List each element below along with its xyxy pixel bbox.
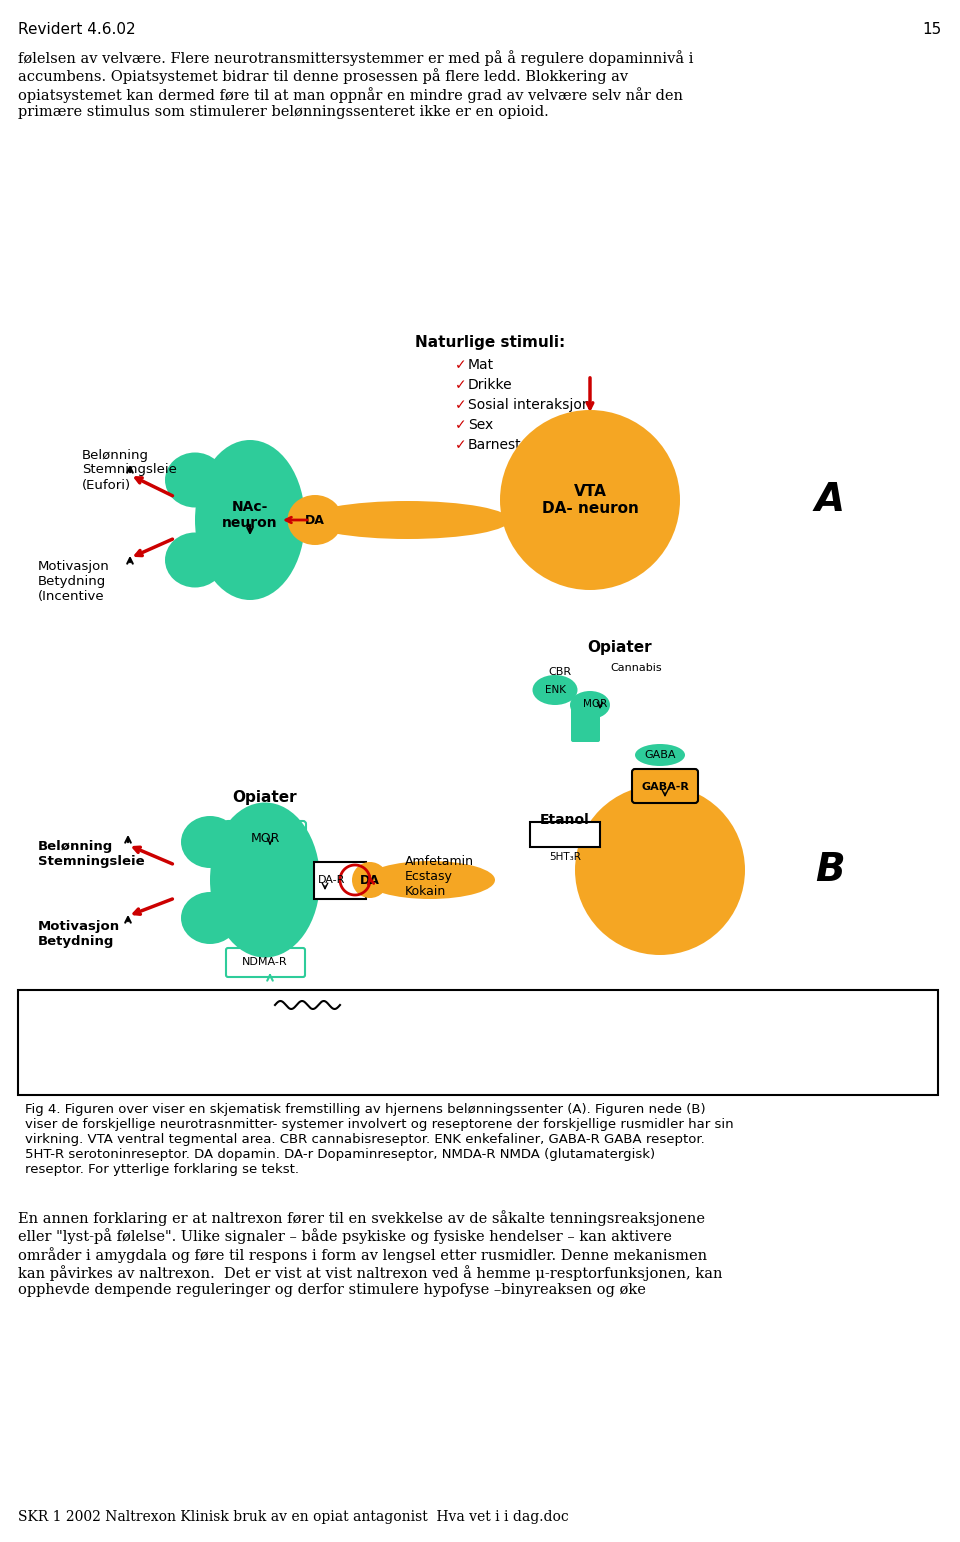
Text: Cannabis: Cannabis <box>610 663 661 672</box>
Text: ✓: ✓ <box>455 378 467 392</box>
Text: A: A <box>815 481 845 520</box>
Text: Fig 4. Figuren over viser en skjematisk fremstilling av hjernens belønningssente: Fig 4. Figuren over viser en skjematisk … <box>25 1103 733 1177</box>
Text: MOR: MOR <box>251 831 279 845</box>
Text: VTA
DA- neuron: VTA DA- neuron <box>541 484 638 517</box>
Text: Amfetamin
Ecstasy
Kokain: Amfetamin Ecstasy Kokain <box>405 854 474 897</box>
FancyBboxPatch shape <box>632 769 698 803</box>
Text: ✓: ✓ <box>455 398 467 412</box>
FancyBboxPatch shape <box>530 822 600 847</box>
Text: En annen forklaring er at naltrexon fører til en svekkelse av de såkalte tenning: En annen forklaring er at naltrexon føre… <box>18 1210 723 1297</box>
Circle shape <box>575 785 745 954</box>
Text: Motivasjon
Betydning: Motivasjon Betydning <box>38 921 120 948</box>
Ellipse shape <box>635 743 685 766</box>
Circle shape <box>500 410 680 591</box>
Text: Opiater: Opiater <box>588 640 652 655</box>
Ellipse shape <box>570 691 610 719</box>
Text: DA-R: DA-R <box>318 874 346 885</box>
Text: GABA-R: GABA-R <box>641 782 689 793</box>
Text: Revidert 4.6.02: Revidert 4.6.02 <box>18 22 135 37</box>
Text: følelsen av velvære. Flere neurotransmittersystemmer er med på å regulere dopami: følelsen av velvære. Flere neurotransmit… <box>18 49 693 119</box>
Text: ✓: ✓ <box>455 358 467 372</box>
Text: Etanol: Etanol <box>540 813 589 827</box>
Ellipse shape <box>305 501 510 540</box>
Text: DA: DA <box>360 873 380 887</box>
Text: MOR: MOR <box>583 699 607 709</box>
Text: Motivasjon
Betydning
(Incentive: Motivasjon Betydning (Incentive <box>38 560 109 603</box>
Text: DA: DA <box>305 513 324 526</box>
Ellipse shape <box>210 802 320 958</box>
Ellipse shape <box>181 891 239 944</box>
FancyBboxPatch shape <box>571 708 600 742</box>
Text: Opiater: Opiater <box>232 790 298 805</box>
Ellipse shape <box>165 452 225 507</box>
Ellipse shape <box>365 860 495 899</box>
Text: Drikke: Drikke <box>468 378 513 392</box>
Text: Naturlige stimuli:: Naturlige stimuli: <box>415 335 565 350</box>
Text: NAc-
neuron: NAc- neuron <box>222 500 277 530</box>
Ellipse shape <box>533 675 578 705</box>
Text: ✓: ✓ <box>455 438 467 452</box>
Ellipse shape <box>195 439 305 600</box>
Text: NDMA-R: NDMA-R <box>242 958 288 967</box>
Text: SKR 1 2002 Naltrexon Klinisk bruk av en opiat antagonist  Hva vet i i dag.doc: SKR 1 2002 Naltrexon Klinisk bruk av en … <box>18 1510 568 1523</box>
Text: Belønning
Stemningsleie: Belønning Stemningsleie <box>38 840 145 868</box>
Circle shape <box>352 862 388 897</box>
FancyBboxPatch shape <box>314 862 366 899</box>
Text: Barnestell: Barnestell <box>468 438 538 452</box>
Text: Sosial interaksjon: Sosial interaksjon <box>468 398 590 412</box>
Text: ENK: ENK <box>544 685 565 695</box>
FancyBboxPatch shape <box>18 990 938 1095</box>
Text: Mat: Mat <box>468 358 494 372</box>
Text: ✓: ✓ <box>455 418 467 432</box>
Text: B: B <box>815 851 845 890</box>
Text: Etanol: Etanol <box>348 996 388 1010</box>
Ellipse shape <box>181 816 239 868</box>
Text: Belønning
Stemningsleie
(Eufori): Belønning Stemningsleie (Eufori) <box>82 449 177 492</box>
Text: Sex: Sex <box>468 418 493 432</box>
Text: 5HT₃R: 5HT₃R <box>549 853 581 862</box>
Ellipse shape <box>165 532 225 588</box>
Text: GABA: GABA <box>644 749 676 760</box>
Text: CBR: CBR <box>548 668 571 677</box>
Ellipse shape <box>287 495 343 544</box>
Text: 15: 15 <box>923 22 942 37</box>
